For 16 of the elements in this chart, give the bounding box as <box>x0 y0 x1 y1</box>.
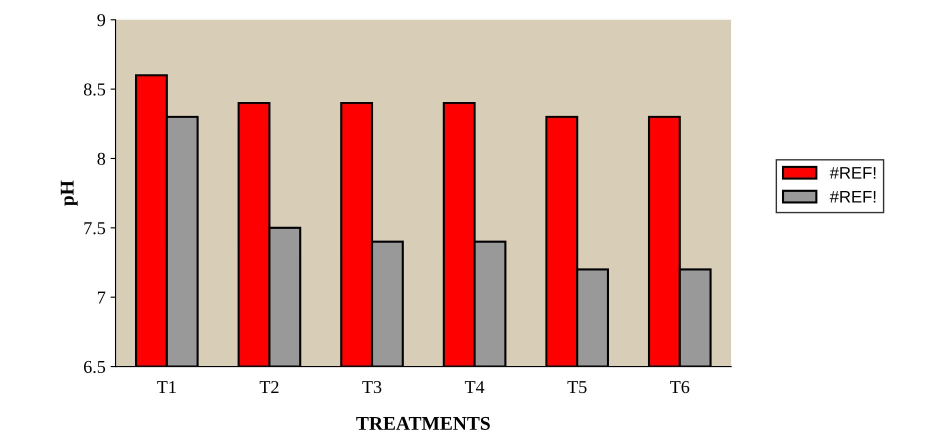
x-tick-label: T2 <box>260 381 278 393</box>
x-tick-label: T6 <box>670 381 690 394</box>
y-tick-label: 8 <box>97 152 106 165</box>
x-axis-title: TREATMENTS <box>356 416 490 430</box>
y-tick-label: 7.5 <box>84 222 106 234</box>
y-tick-label: 8.5 <box>84 83 106 96</box>
y-axis-title: pH <box>60 180 78 206</box>
x-tick-label: T1 <box>157 381 176 393</box>
x-tick-label: T4 <box>464 381 484 393</box>
x-tick-label: T5 <box>567 381 587 394</box>
y-tick-label: 7 <box>98 292 106 304</box>
legend-label: #REF! <box>830 191 876 202</box>
y-tick-label: 6.5 <box>84 360 106 374</box>
x-tick-label: T3 <box>362 381 382 394</box>
y-tick-label: 9 <box>97 14 106 26</box>
legend-label: #REF! <box>830 167 876 179</box>
